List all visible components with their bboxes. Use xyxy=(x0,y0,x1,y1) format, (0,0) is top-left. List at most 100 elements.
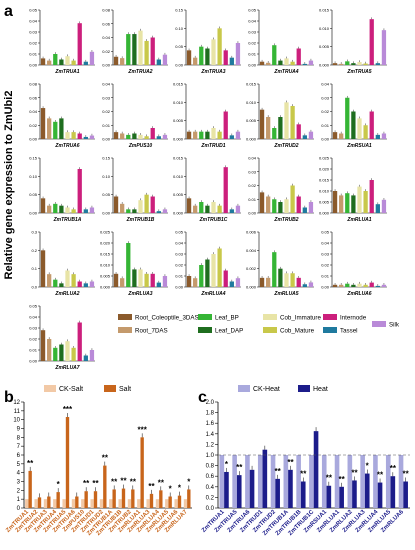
significance-mark: ** xyxy=(120,477,127,486)
subplot-zmrlua1: 0.000 0.005 0.010 0.015 0.020 0.025 ZmRLUA1 xyxy=(319,156,387,223)
gene-label: ZmTRUA4 xyxy=(273,69,298,75)
bar xyxy=(375,134,380,139)
significance-mark: * xyxy=(57,480,61,489)
y-tick-label: 0.02 xyxy=(29,41,38,46)
bar xyxy=(205,205,210,213)
legend-item: Cob_Mature xyxy=(263,327,315,335)
subplot-zmrlua2: 0.0 0.1 0.2 0.3 ZmRLUA2 xyxy=(31,230,95,297)
y-tick-label: 0.010 xyxy=(173,100,184,105)
bar-treatment xyxy=(37,497,42,508)
bar xyxy=(223,167,228,213)
gene-label: ZmTRUB1B xyxy=(126,217,155,223)
legend-item: Leaf_DAP xyxy=(198,327,243,335)
bar xyxy=(296,124,301,139)
y-tick-label: 0.02 xyxy=(29,123,38,128)
y-tick-label: 0.03 xyxy=(175,252,184,257)
bar xyxy=(284,199,289,213)
bar xyxy=(156,136,161,139)
legend-swatch xyxy=(263,314,277,320)
bar xyxy=(59,283,64,287)
bar xyxy=(290,106,295,139)
bar xyxy=(150,196,155,213)
y-tick-label: 3 xyxy=(17,480,21,486)
bar xyxy=(229,135,234,139)
legend-label: Silk xyxy=(389,322,400,329)
bar xyxy=(363,63,368,65)
legend-label: CK-Salt xyxy=(59,386,83,393)
y-tick-label: 0.00 xyxy=(29,137,38,142)
bar xyxy=(266,277,271,287)
bar xyxy=(186,131,192,139)
y-tick-label: 0.0 xyxy=(206,506,215,512)
y-tick-label: 1.6 xyxy=(206,421,215,427)
legend-label: Root_7DAS xyxy=(135,328,168,335)
y-tick-label: 9 xyxy=(17,427,21,433)
bar-treatment xyxy=(352,480,357,508)
bar xyxy=(290,273,295,287)
bar xyxy=(156,59,161,65)
bar-control xyxy=(385,455,391,508)
bar xyxy=(71,209,76,213)
significance-mark: ** xyxy=(390,464,397,473)
y-tick-label: 0.025 xyxy=(100,230,111,235)
subplot-zmtrub1b: 0.00 0.05 0.10 0.15 ZmTRUB1B xyxy=(102,156,168,223)
significance-mark: *** xyxy=(63,405,73,414)
bar xyxy=(120,203,125,213)
y-tick-label: 0.04 xyxy=(248,19,257,24)
y-tick-label: 0.06 xyxy=(29,95,38,100)
y-tick-label: 0.0 xyxy=(31,285,37,290)
bar xyxy=(357,118,362,139)
y-tick-label: 0.000 xyxy=(319,211,330,216)
bar xyxy=(217,131,222,139)
bar-control xyxy=(81,499,85,508)
bar xyxy=(89,207,95,213)
y-tick-label: 0.010 xyxy=(319,189,330,194)
bar-treatment xyxy=(149,493,154,508)
y-tick-label: 6 xyxy=(17,453,21,459)
significance-mark: ** xyxy=(403,470,410,479)
bar xyxy=(83,209,88,213)
legend-swatch xyxy=(198,314,212,320)
y-tick-label: 0.03 xyxy=(102,95,111,100)
bar xyxy=(272,252,277,287)
subplot-zmtrua3: 0.00 0.05 0.10 0.15 ZmTRUA3 xyxy=(175,8,241,75)
bar xyxy=(375,204,380,213)
bar xyxy=(83,283,88,287)
bar xyxy=(363,191,368,213)
bar xyxy=(150,273,155,287)
y-tick-label: 0.01 xyxy=(248,197,257,202)
bar-treatment xyxy=(288,469,293,508)
gene-label: ZmRLUA6 xyxy=(346,291,371,297)
y-tick-label: 0.05 xyxy=(102,192,111,197)
bar xyxy=(302,207,307,213)
bar xyxy=(363,284,368,287)
y-tick-label: 0.000 xyxy=(319,63,330,68)
bar-control xyxy=(165,499,169,508)
bar xyxy=(345,283,350,287)
subplot-zmpus10: 0.00 0.01 0.02 0.03 0.04 ZmPUS10 xyxy=(102,82,168,149)
bar-control xyxy=(43,499,48,508)
bar xyxy=(132,209,137,213)
legend-item: Cob_Immature xyxy=(263,314,321,322)
y-tick-label: 0.03 xyxy=(321,95,330,100)
bar xyxy=(186,198,192,213)
bar-treatment xyxy=(131,489,135,508)
bar xyxy=(235,278,241,287)
y-tick-label: 0.08 xyxy=(102,8,111,13)
bar xyxy=(381,284,387,287)
bar xyxy=(120,133,125,139)
bar xyxy=(71,60,76,65)
y-tick-label: 0.005 xyxy=(319,44,330,49)
panel-a-legend: Root_Coleoptile_3DAS Root_7DAS Leaf_BP Leaf… xyxy=(118,314,400,335)
subplot-zmtrud2: 0.000 0.005 0.010 0.015 ZmTRUD2 xyxy=(246,82,314,149)
legend-swatch xyxy=(323,314,337,320)
bar-control xyxy=(321,455,327,508)
y-tick-label: 0.015 xyxy=(173,156,184,161)
significance-mark: ** xyxy=(148,482,155,491)
bar-control xyxy=(283,455,289,508)
y-tick-label: 0.04 xyxy=(29,315,38,320)
subplot-zmtrua4: 0.00 0.01 0.02 0.03 0.04 0.05 ZmTRUA4 xyxy=(248,8,314,75)
subplot-zmtrua1: 0.00 0.01 0.02 0.03 0.04 0.05 ZmTRUA1 xyxy=(29,8,95,75)
y-tick-label: 0.00 xyxy=(248,211,257,216)
